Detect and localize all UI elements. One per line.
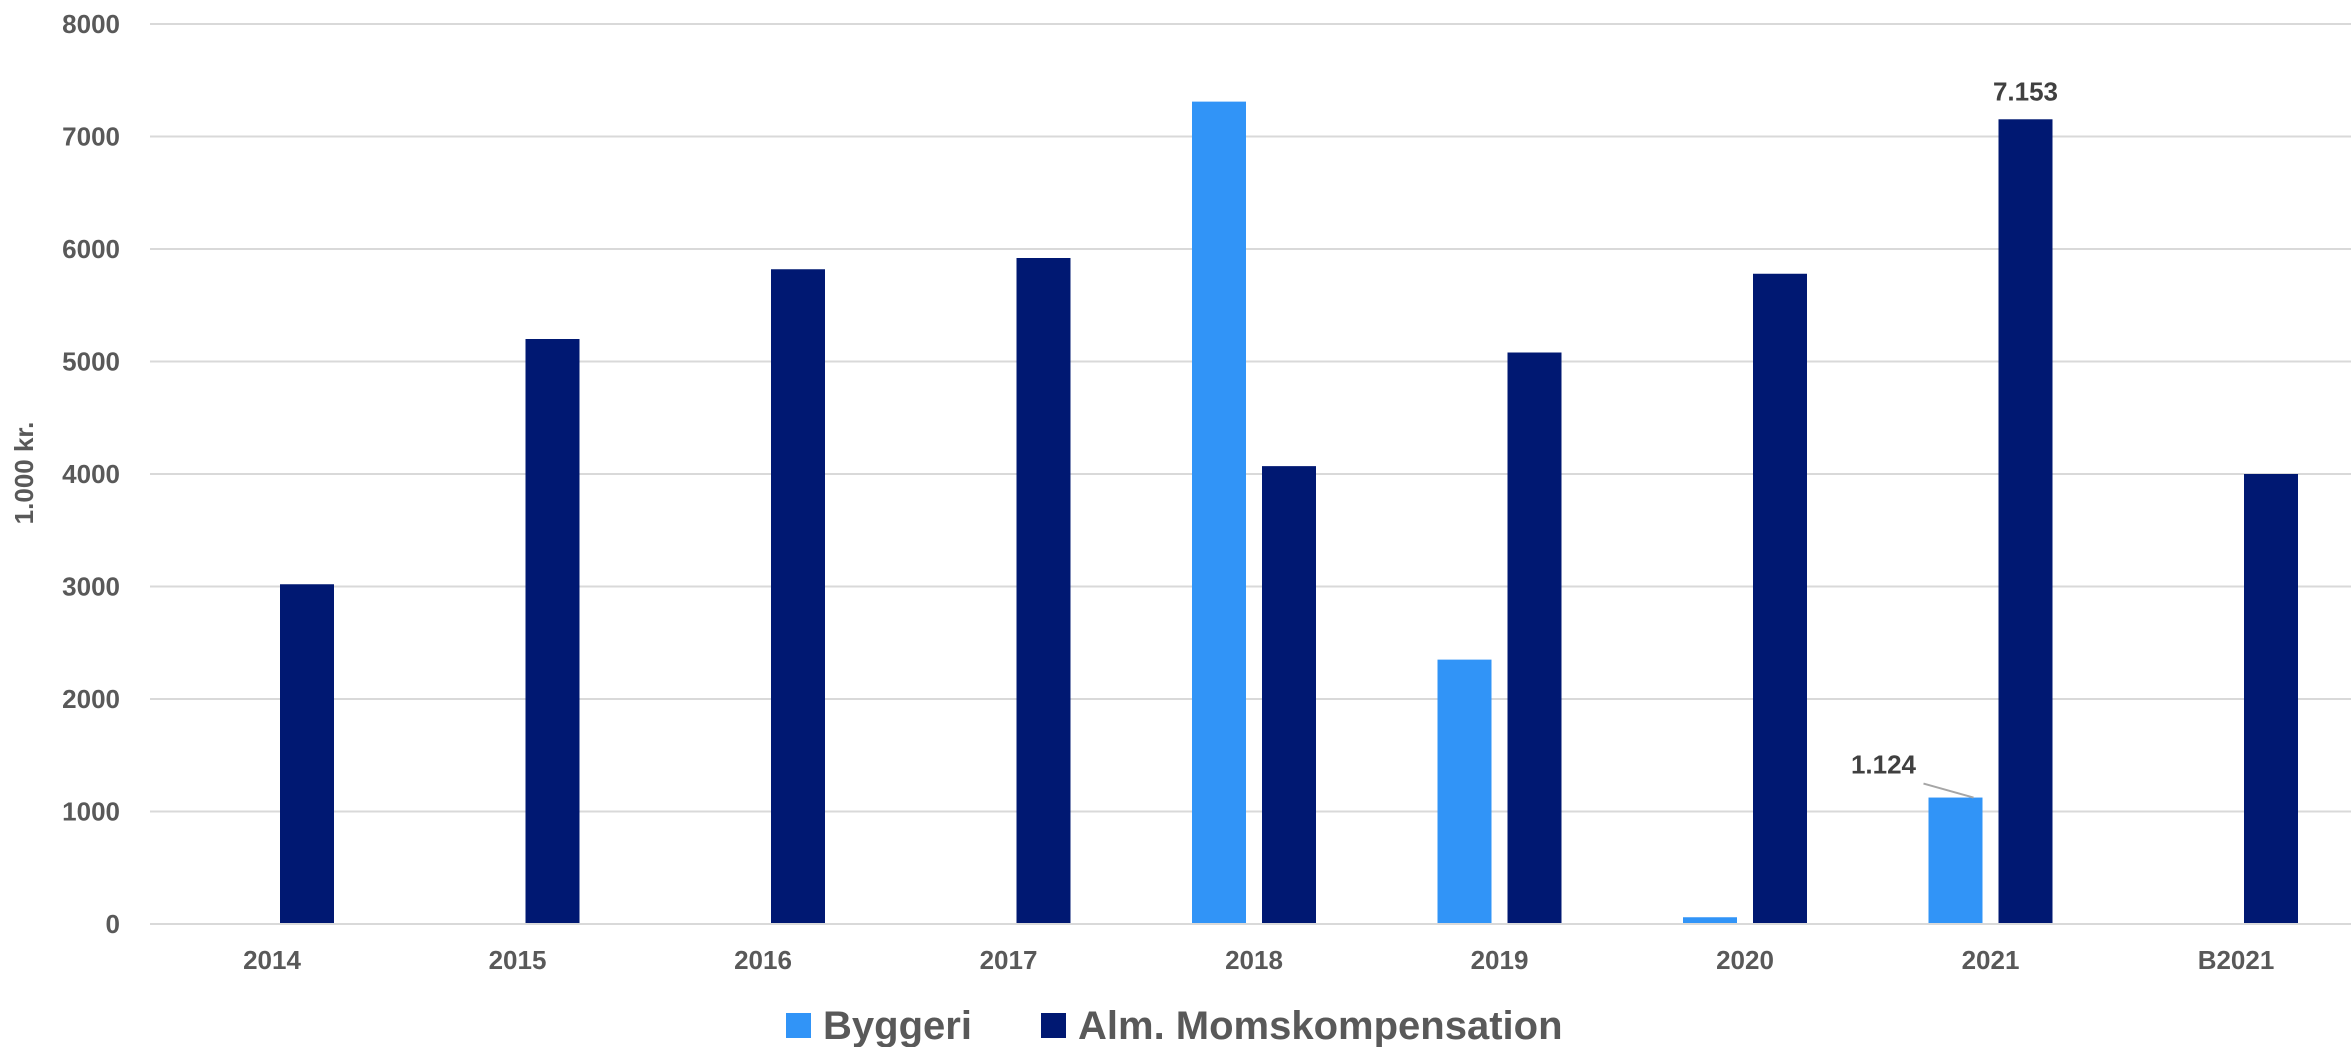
- x-tick-label: 2020: [1716, 945, 1774, 975]
- bar-alm-momskompensation-2018: [1262, 466, 1316, 924]
- bar-alm-momskompensation-2021: [1998, 119, 2053, 925]
- bar-byggeri-2019: [1437, 659, 1492, 924]
- y-tick-label: 7000: [62, 122, 120, 152]
- y-axis-label: 1.000 kr.: [9, 422, 39, 525]
- bar-alm-momskompensation-2016: [771, 269, 825, 924]
- bar-alm-momskompensation-2015: [525, 339, 580, 924]
- y-tick-label: 3000: [62, 572, 120, 602]
- legend-swatch: [1041, 1013, 1066, 1038]
- data-label: 1.124: [1851, 750, 1917, 780]
- x-axis-ticks: 2014 2015 2016 2017 2018 2019 2020 2021 B2021: [243, 945, 2274, 975]
- y-tick-label: 2000: [62, 684, 120, 714]
- legend-swatch: [786, 1013, 811, 1038]
- data-label-leader-line: [1923, 782, 1974, 799]
- bars: [280, 101, 2298, 925]
- gridlines: [150, 23, 2351, 813]
- y-tick-label: 5000: [62, 347, 120, 377]
- x-tick-label: 2016: [734, 945, 792, 975]
- bar-byggeri-2018: [1192, 101, 1246, 924]
- bar-byggeri-2021: [1928, 797, 1983, 924]
- y-tick-label: 6000: [62, 234, 120, 264]
- bar-alm-momskompensation-2017: [1016, 258, 1071, 924]
- x-tick-label: 2021: [1962, 945, 2020, 975]
- y-axis-ticks: 0 1000 2000 3000 4000 5000 6000 7000 8000: [62, 9, 120, 939]
- y-tick-label: 4000: [62, 459, 120, 489]
- y-tick-label: 8000: [62, 9, 120, 39]
- x-tick-label: 2019: [1471, 945, 1529, 975]
- x-tick-label: B2021: [2198, 945, 2275, 975]
- x-tick-label: 2015: [489, 945, 547, 975]
- bar-alm-momskompensation-2014: [280, 584, 334, 924]
- y-tick-label: 0: [106, 909, 120, 939]
- x-tick-label: 2017: [980, 945, 1038, 975]
- bar-alm-momskompensation-b2021: [2244, 474, 2298, 924]
- legend: Byggeri Alm. Momskompensation: [786, 1004, 1563, 1047]
- data-label: 7.153: [1993, 76, 2058, 106]
- bar-byggeri-2020: [1683, 917, 1737, 924]
- data-labels: 1.124 7.153: [1851, 76, 2058, 799]
- y-tick-label: 1000: [62, 797, 120, 827]
- bar-alm-momskompensation-2019: [1507, 352, 1562, 924]
- x-tick-label: 2014: [243, 945, 301, 975]
- x-tick-label: 2018: [1225, 945, 1283, 975]
- legend-label: Alm. Momskompensation: [1078, 1004, 1563, 1047]
- bar-alm-momskompensation-2020: [1753, 273, 1807, 924]
- legend-label: Byggeri: [823, 1004, 972, 1047]
